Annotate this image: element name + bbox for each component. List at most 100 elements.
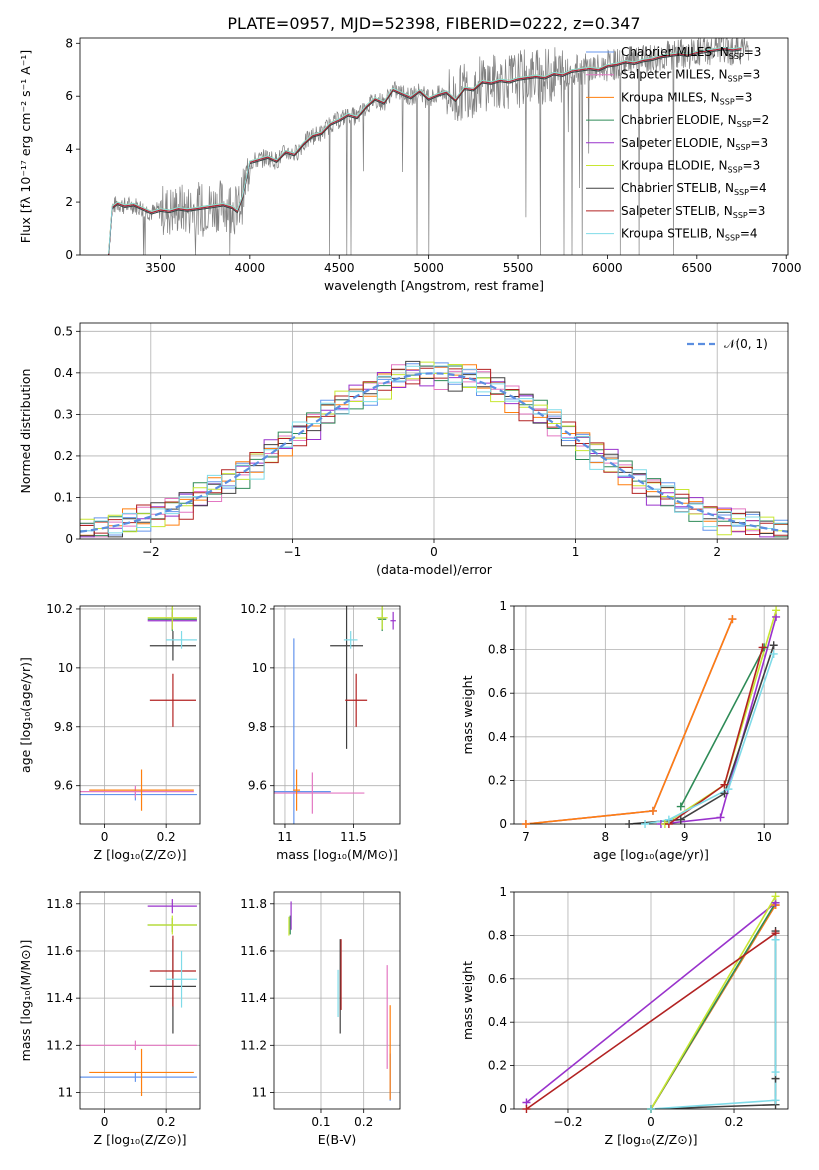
axes-frame <box>79 37 789 256</box>
y-axis-label: age [log₁₀(age/yr)] <box>18 657 33 773</box>
normal-curve <box>80 372 788 533</box>
panel-mass-vs-EBV: 0.1 0.2 11 11.2 11.4 11.6 11.8 E(B-V) <box>240 891 401 1147</box>
cumulative-line <box>526 932 776 1109</box>
x-tick-label: 0.2 <box>157 1115 176 1129</box>
panel-residuals: −2 −1 0 1 2 0 0.1 0.2 0.3 0.4 0.5 (data-model)/erro… <box>18 322 789 577</box>
y-tick-label: 0 <box>499 817 507 831</box>
plot-area <box>525 895 777 1109</box>
legend-label: Salpeter STELIB, NSSP=3 <box>621 204 765 220</box>
legend-label: Kroupa ELODIE, NSSP=3 <box>621 159 760 175</box>
model-spectrum-line <box>108 46 742 254</box>
y-axis-label: mass weight <box>460 961 475 1040</box>
y-tick-label: 0 <box>65 248 73 262</box>
x-tick-label: −0.2 <box>553 1115 582 1129</box>
x-tick-label: 0.2 <box>724 1115 743 1129</box>
y-tick-label: 0 <box>65 532 73 546</box>
y-tick-label: 11.6 <box>240 944 267 958</box>
x-tick-label: 0.2 <box>354 1115 373 1129</box>
plot-area <box>288 901 391 1101</box>
y-tick-label: 11.6 <box>46 944 73 958</box>
x-tick-label: 0 <box>647 1115 655 1129</box>
cumulative-marker <box>522 1105 531 1113</box>
cumulative-line <box>668 647 764 824</box>
x-tick-label: 0 <box>101 830 109 844</box>
cumulative-marker <box>720 789 729 798</box>
x-tick-label: 0 <box>430 545 438 559</box>
y-tick-label: 6 <box>65 89 73 103</box>
y-tick-label: 0.5 <box>54 324 73 338</box>
y-tick-label: 0.8 <box>488 643 507 657</box>
plot-area <box>525 610 777 824</box>
axes-frame <box>273 891 401 1110</box>
y-tick-label: 0.2 <box>54 449 73 463</box>
y-tick-label: 0.6 <box>488 686 507 700</box>
y-tick-label: 1 <box>499 885 507 899</box>
y-tick-label: 0.3 <box>54 407 73 421</box>
y-axis-label: mass [log₁₀(M/M⊙)] <box>18 940 33 1062</box>
x-tick-label: 9 <box>681 830 689 844</box>
cumulative-marker <box>728 615 737 624</box>
model-spectrum-line <box>108 49 742 255</box>
axes-frame <box>513 605 789 825</box>
x-tick-label: 0 <box>101 1115 109 1129</box>
legend-label: Salpeter ELODIE, NSSP=3 <box>621 136 768 152</box>
x-tick-label: 4000 <box>235 261 266 275</box>
x-tick-label: 6000 <box>592 261 623 275</box>
x-tick-label: 7000 <box>771 261 802 275</box>
y-tick-label: 11.4 <box>240 991 267 1005</box>
cumulative-marker <box>772 606 781 615</box>
cumulative-marker <box>724 785 733 794</box>
cumulative-line <box>650 939 777 1109</box>
figure-title: PLATE=0957, MJD=52398, FIBERID=0222, z=0… <box>227 14 640 33</box>
y-tick-label: 0.4 <box>488 1015 507 1029</box>
legend-label: Kroupa STELIB, NSSP=4 <box>621 227 758 243</box>
x-tick-label: 3500 <box>145 261 176 275</box>
cumulative-marker <box>647 1105 655 1113</box>
x-axis-label: (data-model)/error <box>376 562 493 577</box>
cumulative-marker <box>676 815 685 824</box>
x-axis-label: E(B-V) <box>318 1132 357 1147</box>
x-axis-label: Z [log₁₀(Z/Z⊙)] <box>94 1132 187 1147</box>
x-tick-label: 0.1 <box>311 1115 330 1129</box>
cumulative-marker <box>771 1096 780 1105</box>
legend-label: Salpeter MILES, NSSP=3 <box>621 68 760 84</box>
cumulative-marker <box>720 780 729 789</box>
cumulative-line <box>680 647 765 807</box>
x-tick-label: 0.2 <box>157 830 176 844</box>
panel-cumulative-mass-vs-Z: −0.2 0 0.2 0 0.2 0.4 0.6 0.8 1 Z [log₁₀(Z/Z⊙)] mas… <box>460 885 789 1147</box>
y-tick-label: 11.8 <box>240 897 267 911</box>
panel-cumulative-mass-vs-age: 7 8 9 10 0 0.2 0.4 0.6 0.8 1 age [log₁₀(age/yr)] ma… <box>460 599 789 862</box>
x-tick-label: −2 <box>142 545 160 559</box>
x-axis-label: mass [log₁₀(M/M⊙)] <box>276 847 398 862</box>
y-axis-label: Normed distribution <box>18 369 33 494</box>
x-tick-label: 2 <box>713 545 721 559</box>
x-tick-label: 11 <box>277 830 292 844</box>
y-tick-label: 0.6 <box>488 972 507 986</box>
y-tick-label: 9.6 <box>248 779 267 793</box>
y-tick-label: 0.4 <box>54 366 73 380</box>
cumulative-line <box>650 931 777 1109</box>
x-tick-label: 6500 <box>682 261 713 275</box>
y-axis-label: mass weight <box>460 675 475 754</box>
legend-label: 𝒩(0, 1) <box>724 337 768 351</box>
x-axis-label: Z [log₁₀(Z/Z⊙)] <box>94 847 187 862</box>
x-tick-label: 10 <box>757 830 772 844</box>
y-tick-label: 9.6 <box>54 779 73 793</box>
cumulative-marker <box>769 641 778 650</box>
cumulative-marker <box>641 820 650 828</box>
legend-label: Kroupa MILES, NSSP=3 <box>621 90 752 106</box>
cumulative-line <box>650 895 777 1109</box>
panel-age-vs-Z: 0 0.2 9.6 9.8 10 10.2 Z [log₁₀(Z/Z⊙)] age [log₁… <box>18 602 201 862</box>
x-tick-label: 1 <box>572 545 580 559</box>
axes-frame <box>79 605 201 825</box>
cumulative-marker <box>771 1068 780 1077</box>
legend-label: Chabrier MILES, NSSP=3 <box>621 45 761 61</box>
cumulative-marker <box>771 935 780 944</box>
cumulative-marker <box>521 820 530 828</box>
y-tick-label: 11.2 <box>240 1038 267 1052</box>
y-tick-label: 0 <box>499 1102 507 1116</box>
y-tick-label: 11.8 <box>46 897 73 911</box>
legend-label: Chabrier STELIB, NSSP=4 <box>621 181 767 197</box>
cumulative-line <box>664 610 777 824</box>
